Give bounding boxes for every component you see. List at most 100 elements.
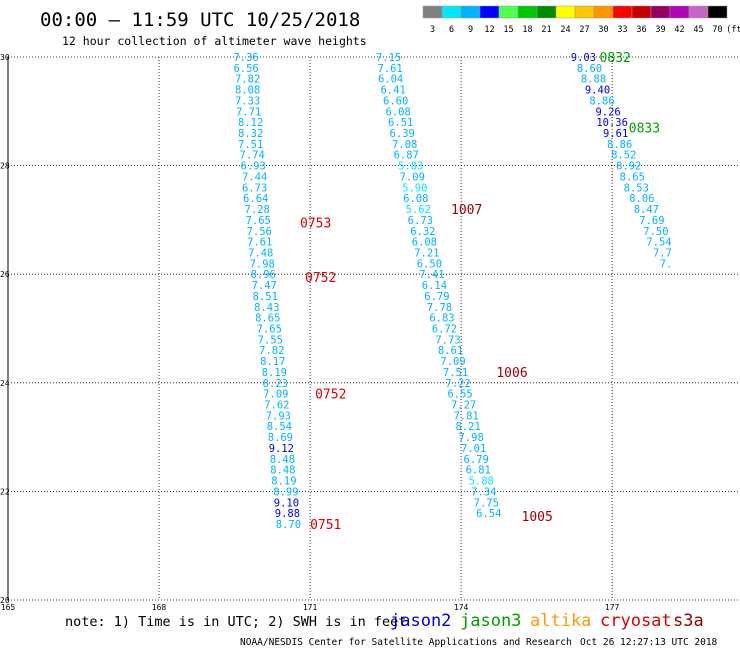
pass-time-label: 0752 — [315, 388, 346, 403]
y-tick-labels: 20 22 24 26 28 30 — [0, 53, 10, 605]
wave-height-value: 8.86 — [607, 139, 632, 151]
wave-height-value: 5.88 — [469, 476, 494, 488]
wave-height-value: 6.56 — [233, 63, 258, 75]
pass-time-label: 0832 — [600, 51, 631, 66]
satellite-legend: jason2 jason3 altika cryosat s3a — [390, 611, 704, 631]
wave-height-value: 8.43 — [254, 302, 279, 314]
wave-height-value: 6.64 — [243, 193, 268, 205]
wave-height-value: 8.54 — [267, 421, 292, 433]
legend-label: 12 — [484, 25, 494, 35]
satellite-jason3: jason3 — [460, 611, 521, 631]
legend-swatch — [498, 5, 519, 19]
wave-height-value: 6.73 — [408, 215, 433, 227]
y-tick-label: 28 — [0, 162, 10, 171]
wave-height-value: 10.36 — [596, 117, 628, 129]
wave-height-value: 9.03 — [571, 52, 596, 64]
wave-height-value: 8.99 — [273, 486, 298, 498]
wave-height-value: 7.34 — [471, 486, 496, 498]
wave-height-value: 7.74 — [240, 150, 265, 162]
wave-height-value: 6.79 — [464, 454, 489, 466]
wave-height-value: 8.69 — [268, 432, 293, 444]
legend-swatch — [669, 5, 690, 19]
wave-height-value: 8.70 — [276, 519, 301, 531]
wave-height-value: 8.51 — [253, 291, 278, 303]
wave-height-value: 6.93 — [241, 161, 266, 173]
wave-height-value: 7.69 — [639, 215, 664, 227]
legend-swatch — [631, 5, 652, 19]
legend-swatch — [612, 5, 633, 19]
wave-height-value: 6.81 — [466, 465, 491, 477]
legend-label: 15 — [503, 25, 513, 35]
wave-height-value: 7.61 — [377, 63, 402, 75]
wave-height-value: 7.65 — [257, 324, 282, 336]
wave-height-value: 7.55 — [258, 334, 283, 346]
wave-height-value: 8.65 — [255, 313, 280, 325]
wave-height-value: 7.48 — [248, 247, 273, 259]
footer-timestamp: Oct 26 12:27:13 UTC 2018 — [580, 637, 718, 648]
wave-height-value: 7.44 — [242, 171, 267, 183]
legend-label: 6 — [449, 25, 454, 35]
wave-height-value: 8.21 — [456, 421, 481, 433]
wave-height-value: 7.15 — [376, 52, 401, 64]
wave-height-value: 6.73 — [242, 182, 267, 194]
wave-height-value: 7.78 — [427, 302, 452, 314]
wave-height-value: 8.60 — [577, 63, 602, 75]
grid-lines — [7, 56, 738, 601]
legend-label: 9 — [468, 25, 473, 35]
wave-height-value: 6.50 — [417, 258, 442, 270]
legend-swatch — [441, 5, 462, 19]
wave-height-value: 7.27 — [451, 400, 476, 412]
y-tick-label: 30 — [0, 53, 10, 62]
wave-height-value: 7.01 — [461, 443, 486, 455]
wave-height-value: 8.53 — [624, 182, 649, 194]
pass-time-label: 0753 — [300, 217, 331, 232]
wave-height-value: 7.09 — [263, 389, 288, 401]
wave-height-value: 8.08 — [235, 85, 260, 97]
wave-height-value: 6.51 — [388, 117, 413, 129]
wave-height-value: 7.09 — [440, 356, 465, 368]
data-points: 9.038.608.889.408.869.2610.369.618.868.5… — [233, 52, 672, 531]
wave-height-value: 7.61 — [247, 237, 272, 249]
wave-height-value: 9.88 — [275, 508, 300, 520]
wave-height-value: 6.08 — [403, 193, 428, 205]
wave-height-value: 7.71 — [236, 106, 261, 118]
footer-note: note: 1) Time is in UTC; 2) SWH is in fe… — [65, 614, 406, 630]
wave-height-value: 6.79 — [424, 291, 449, 303]
wave-height-value: 6.08 — [386, 106, 411, 118]
wave-height-value: 6.39 — [390, 128, 415, 140]
wave-height-value: 7.33 — [235, 95, 260, 107]
wave-height-value: 8.32 — [238, 128, 263, 140]
wave-height-value: 6.04 — [378, 74, 403, 86]
wave-height-value: 7.73 — [435, 334, 460, 346]
wave-height-value: 9.40 — [585, 85, 610, 97]
wave-height-value: 8.06 — [629, 193, 654, 205]
wave-height-value: 6.83 — [429, 313, 454, 325]
legend-swatch — [574, 5, 595, 19]
wave-height-value: 6.32 — [410, 226, 435, 238]
wave-height-value: 9.12 — [269, 443, 294, 455]
track-labels: 0832 0833 1007 1006 1005 0753 0752 0752 0751 — [300, 51, 660, 533]
wave-height-value: 8.65 — [620, 171, 645, 183]
legend-label: 18 — [522, 25, 532, 35]
wave-height-value: 6.87 — [394, 150, 419, 162]
legend-label: 36 — [636, 25, 646, 35]
wave-height-value: 5.83 — [398, 161, 423, 173]
wave-height-value: 8.19 — [271, 476, 296, 488]
wave-height-value: 8.52 — [611, 150, 636, 162]
wave-height-value: 8.47 — [634, 204, 659, 216]
legend-swatch — [460, 5, 481, 19]
wave-height-value: 8.19 — [262, 367, 287, 379]
wave-height-value: 7.28 — [245, 204, 270, 216]
wave-height-value: 7.81 — [453, 410, 478, 422]
wave-height-value: 7.22 — [445, 378, 470, 390]
legend-label: 39 — [655, 25, 665, 35]
wave-height-value: 8.48 — [270, 454, 295, 466]
wave-height-value: 6.55 — [447, 389, 472, 401]
legend-swatch — [536, 5, 557, 19]
wave-height-value: 7.51 — [238, 139, 263, 151]
wave-height-value: 9.10 — [274, 497, 299, 509]
x-tick-label: 165 — [1, 603, 16, 612]
